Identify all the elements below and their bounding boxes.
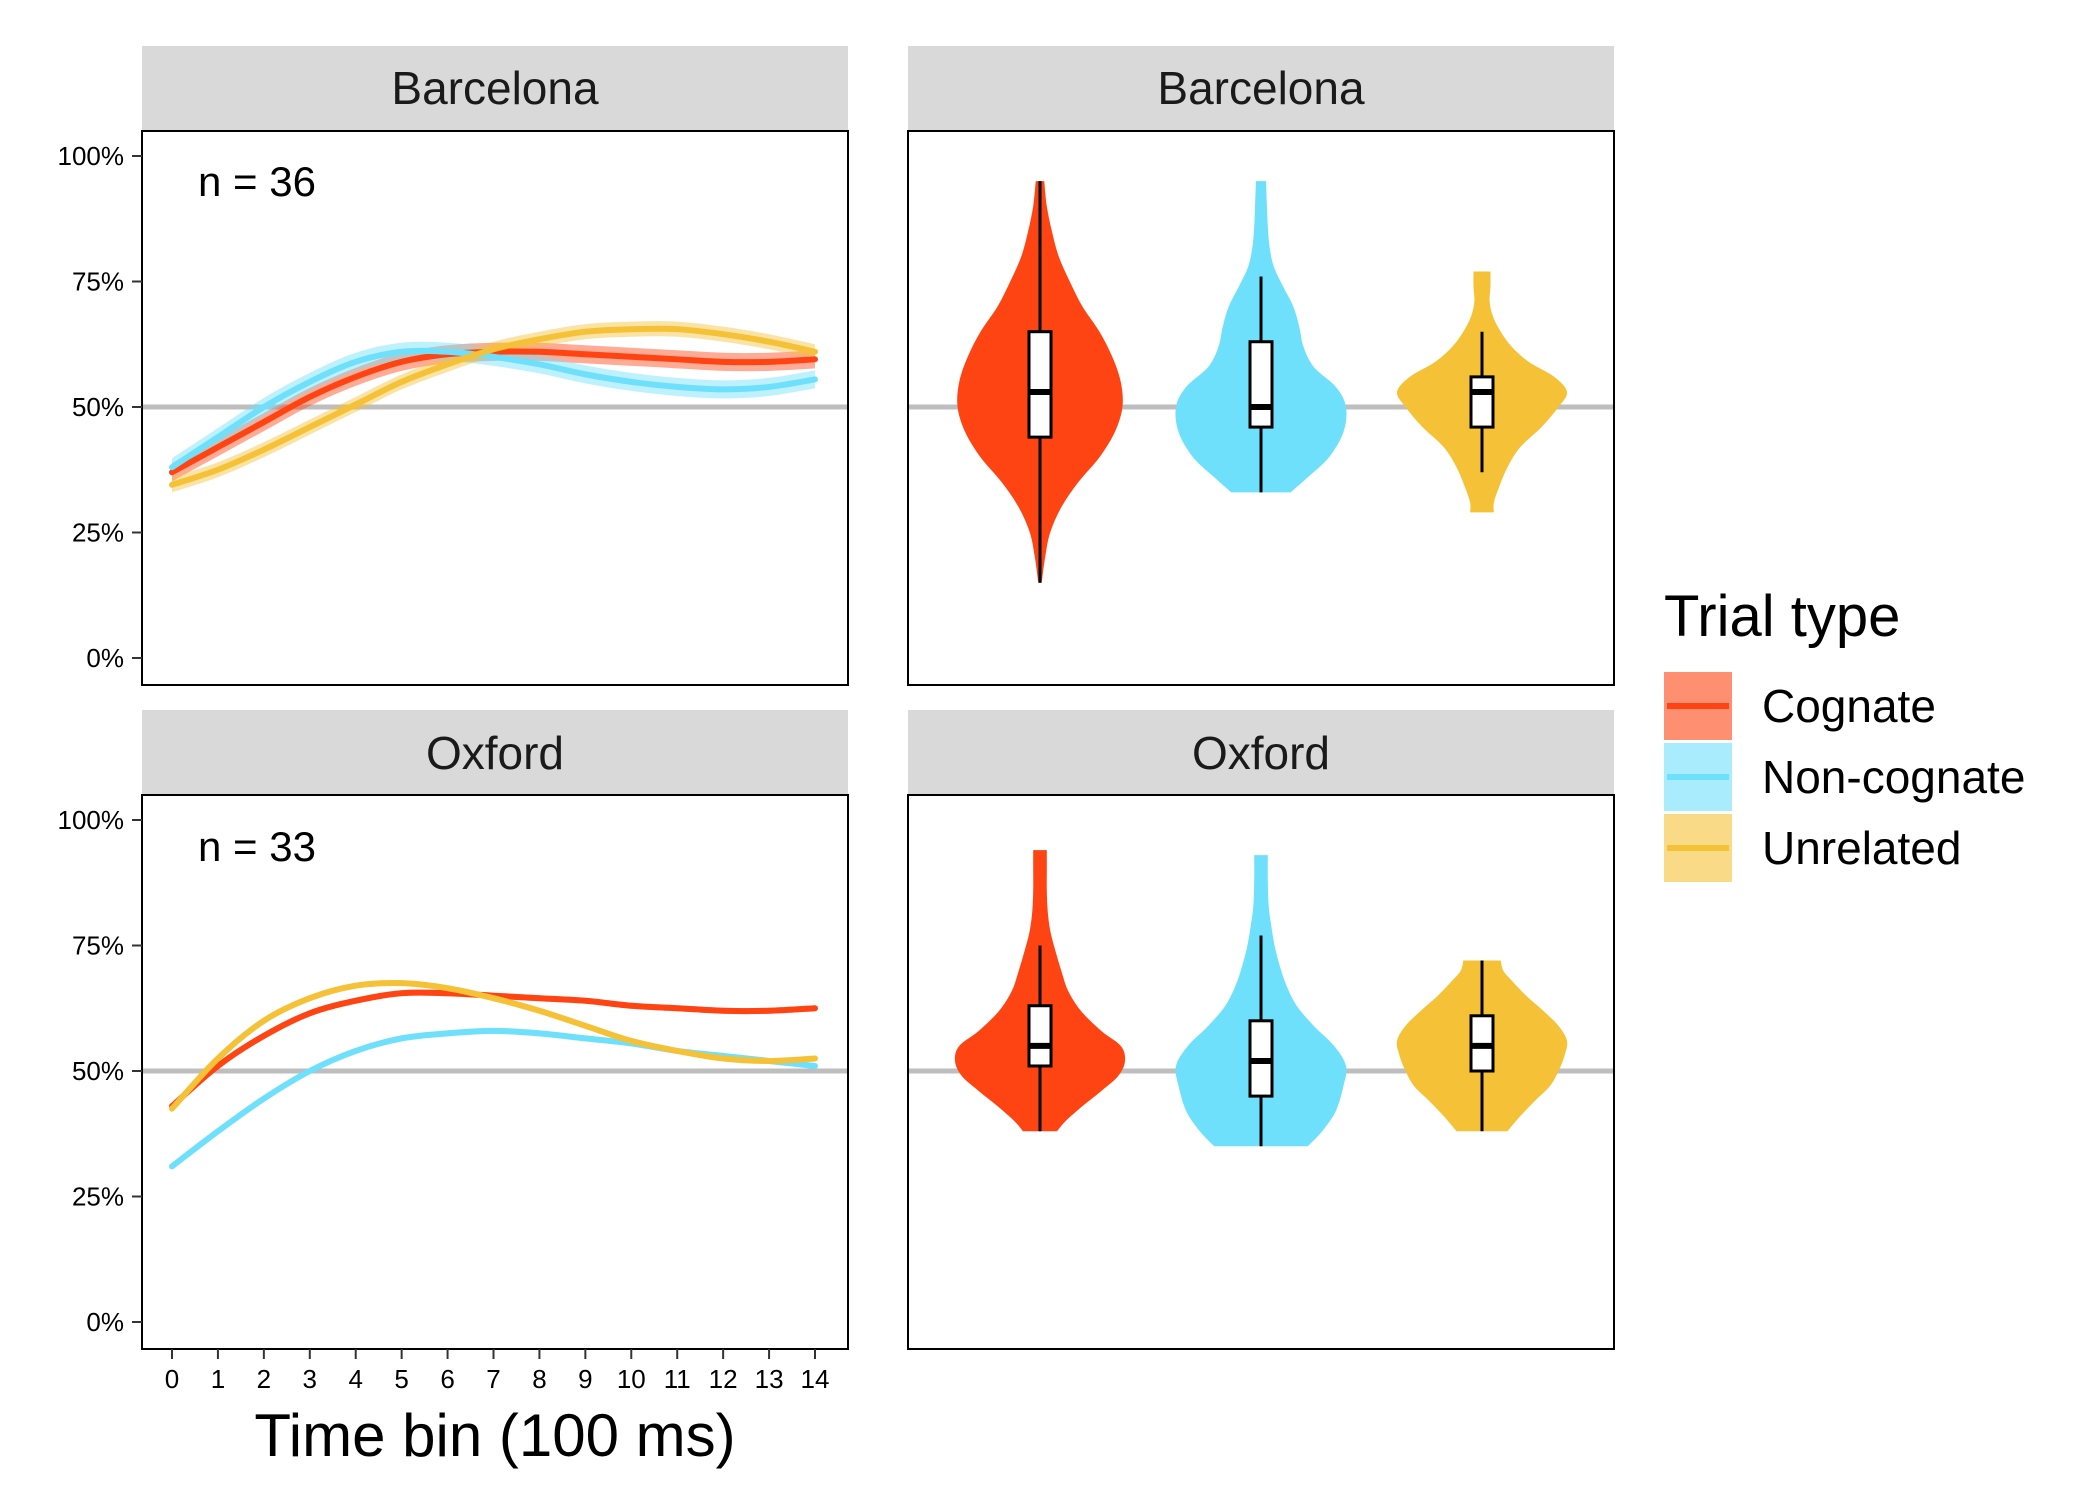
plot-area bbox=[908, 850, 1614, 1147]
series-line-unrelated bbox=[169, 980, 818, 1112]
x-tick-label: 2 bbox=[257, 1364, 271, 1394]
facet-strip-label: Oxford bbox=[1192, 727, 1330, 779]
plot-area bbox=[142, 979, 848, 1170]
sample-size-annotation: n = 36 bbox=[198, 158, 316, 205]
facet-strip bbox=[142, 46, 848, 130]
y-tick-label: 25% bbox=[72, 518, 124, 548]
series-line-unrelated bbox=[169, 325, 818, 488]
x-tick-label: 11 bbox=[664, 1364, 691, 1394]
x-tick-label: 14 bbox=[801, 1364, 830, 1394]
box-iqr-cognate bbox=[1027, 330, 1053, 439]
x-tick-label: 0 bbox=[165, 1364, 179, 1394]
facet-strip-label: Barcelona bbox=[1157, 62, 1365, 114]
y-tick-label: 50% bbox=[72, 1056, 124, 1086]
x-axis: 0 1 2 3 4 5 6 7 8 9 10 11 12 13 14 bbox=[165, 1349, 830, 1394]
plot-area bbox=[908, 181, 1614, 583]
x-tick-label: 3 bbox=[303, 1364, 317, 1394]
plot-area bbox=[142, 321, 848, 493]
y-tick-label: 75% bbox=[72, 931, 124, 961]
x-tick-label: 9 bbox=[578, 1364, 592, 1394]
box-iqr-non-cognate bbox=[1248, 340, 1274, 429]
legend-keys: Cognate Non-cognate Unrelated bbox=[1664, 672, 2025, 882]
panel-barcelona-timecourse: Barcelona n = 36 0% 25% 50% 75% 100% bbox=[58, 46, 849, 686]
x-tick-label: 13 bbox=[755, 1364, 784, 1394]
legend-label-unrelated: Unrelated bbox=[1762, 822, 1961, 874]
x-tick-label: 6 bbox=[440, 1364, 454, 1394]
legend-label-non-cognate: Non-cognate bbox=[1762, 751, 2025, 803]
y-tick-label: 0% bbox=[86, 1307, 124, 1337]
legend: Trial type Cognate Non-cognate Unrelated bbox=[1664, 584, 2025, 882]
y-tick-label: 100% bbox=[58, 805, 125, 835]
facet-strip bbox=[908, 46, 1614, 130]
series-line-non-cognate bbox=[169, 347, 818, 471]
y-tick-label: 50% bbox=[72, 392, 124, 422]
ci-band-cognate bbox=[172, 342, 815, 482]
x-tick-label: 12 bbox=[709, 1364, 738, 1394]
y-tick-label: 0% bbox=[86, 643, 124, 673]
panel-border bbox=[907, 794, 1615, 1350]
x-tick-label: 8 bbox=[532, 1364, 546, 1394]
box-iqr-unrelated bbox=[1469, 375, 1495, 429]
facet-strip-label: Oxford bbox=[426, 727, 564, 779]
ci-band-non-cognate bbox=[172, 341, 815, 477]
y-axis: 0% 25% 50% 75% 100% bbox=[58, 141, 142, 673]
x-axis-title: Time bin (100 ms) bbox=[254, 1402, 735, 1469]
panel-border bbox=[907, 130, 1615, 686]
x-tick-label: 1 bbox=[211, 1364, 225, 1394]
box-iqr-cognate bbox=[1027, 1004, 1053, 1068]
facet-strip bbox=[142, 710, 848, 794]
panel-oxford-violin: Oxford bbox=[907, 710, 1615, 1350]
legend-title: Trial type bbox=[1664, 584, 1900, 649]
x-tick-label: 7 bbox=[486, 1364, 500, 1394]
x-tick-label: 5 bbox=[394, 1364, 408, 1394]
y-tick-label: 100% bbox=[58, 141, 125, 171]
y-tick-label: 25% bbox=[72, 1182, 124, 1212]
facet-strip-label: Barcelona bbox=[391, 62, 599, 114]
panel-barcelona-violin: Barcelona bbox=[907, 46, 1615, 686]
legend-label-cognate: Cognate bbox=[1762, 680, 1936, 732]
x-tick-label: 4 bbox=[348, 1364, 362, 1394]
sample-size-annotation: n = 33 bbox=[198, 823, 316, 870]
facet-strip bbox=[908, 710, 1614, 794]
y-tick-label: 75% bbox=[72, 267, 124, 297]
x-tick-label: 10 bbox=[617, 1364, 646, 1394]
y-axis: 0% 25% 50% 75% 100% bbox=[58, 805, 142, 1337]
